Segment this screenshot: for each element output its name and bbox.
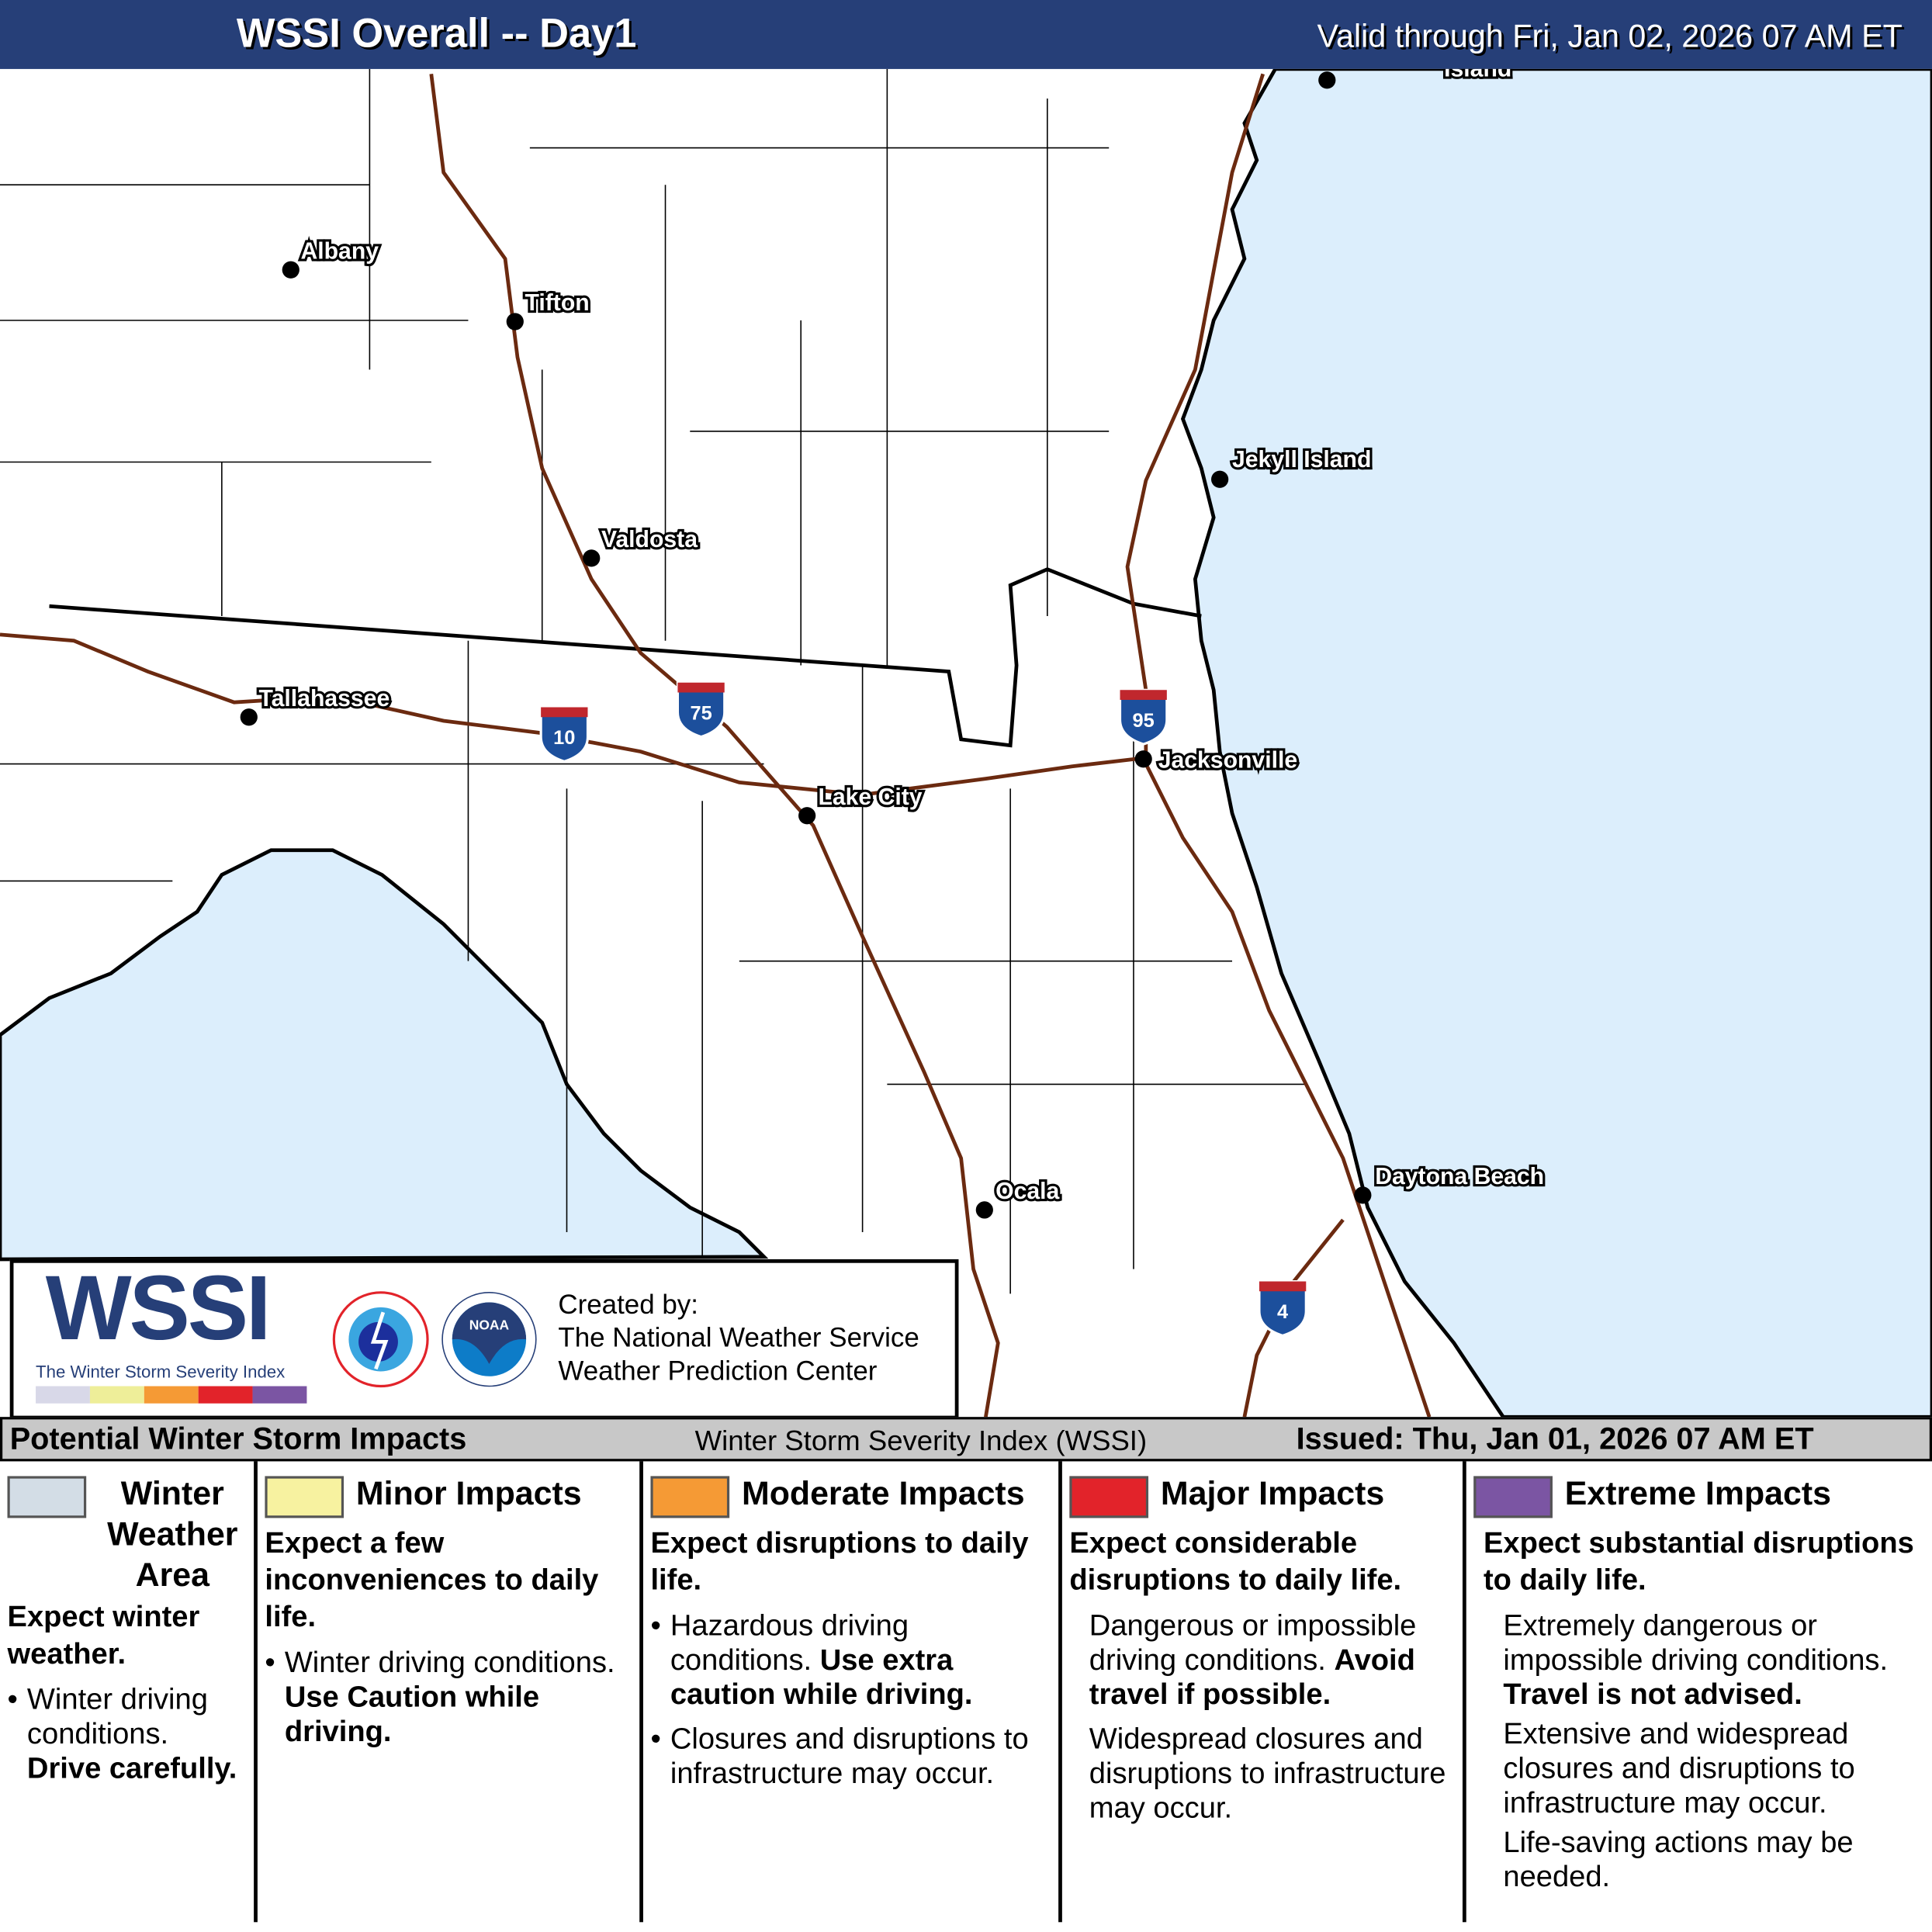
interstate-shields: 10 75 95 4 [539,681,1307,1338]
legend-major-impacts: Major Impacts Expect considerable disrup… [1062,1461,1466,1923]
credits-box: WSSI The Winter Storm Severity Index NOA… [9,1256,959,1420]
city-ocala: Ocala [995,1179,1059,1204]
status-bar: Potential Winter Storm Impacts Winter St… [0,1417,1932,1462]
valid-time: Valid through Fri, Jan 02, 2026 07 AM ET [1317,17,1903,54]
legend-minor-impacts: Minor Impacts Expect a few inconvenience… [258,1461,643,1923]
city-jacksonville: Jacksonville [1158,747,1297,773]
county-borders [0,68,1307,1294]
impact-legend: Winter Weather Area Expect winter weathe… [0,1461,1932,1932]
impacts-heading: Potential Winter Storm Impacts [9,1421,467,1457]
map-title: WSSI Overall -- Day1 [236,9,637,56]
city-island-partial: Island [1444,69,1511,82]
shield-i95: 95 [1118,688,1169,746]
city-tifton: Tifton [525,290,589,316]
city-tallahassee: Tallahassee [258,686,390,712]
city-valdosta: Valdosta [601,527,698,552]
wssi-color-scale [36,1386,307,1404]
city-jekyll-island: Jekyll Island [1232,447,1371,473]
legend-winter-weather-area: Winter Weather Area Expect winter weathe… [0,1461,258,1923]
svg-text:NOAA: NOAA [469,1317,510,1332]
issued-time: Issued: Thu, Jan 01, 2026 07 AM ET [1296,1421,1814,1457]
legend-moderate-impacts: Moderate Impacts Expect disruptions to d… [643,1461,1062,1923]
wssi-logo: WSSI [45,1256,272,1359]
svg-text:10: 10 [553,727,575,749]
city-lake-city: Lake City [818,784,922,810]
svg-text:95: 95 [1133,710,1155,732]
wssi-tagline: The Winter Storm Severity Index [36,1361,286,1382]
legend-extreme-impacts: Extreme Impacts Expect substantial disru… [1466,1461,1932,1922]
header: WSSI Overall -- Day1 Valid through Fri, … [0,0,1932,69]
atlantic-ocean [1180,68,1932,1418]
index-name: Winter Storm Severity Index (WSSI) [694,1424,1148,1457]
svg-text:4: 4 [1277,1301,1288,1323]
agency-logos: NOAA [332,1291,537,1388]
state-line [49,567,1202,748]
created-by: Created by: The National Weather Service W… [558,1289,919,1387]
city-albany: Albany [300,238,379,264]
shield-i4: 4 [1258,1279,1307,1338]
city-daytona-beach: Daytona Beach [1375,1164,1544,1189]
cities: Albany Tifton Valdosta Tallahassee Lake … [240,69,1546,1219]
shield-i75: 75 [676,681,726,739]
map: 10 75 95 4 Albany Tifton Valdosta Tallah… [0,68,1932,1418]
i-75 [429,73,1000,1418]
svg-text:75: 75 [690,702,712,724]
shield-i10: 10 [539,705,590,763]
